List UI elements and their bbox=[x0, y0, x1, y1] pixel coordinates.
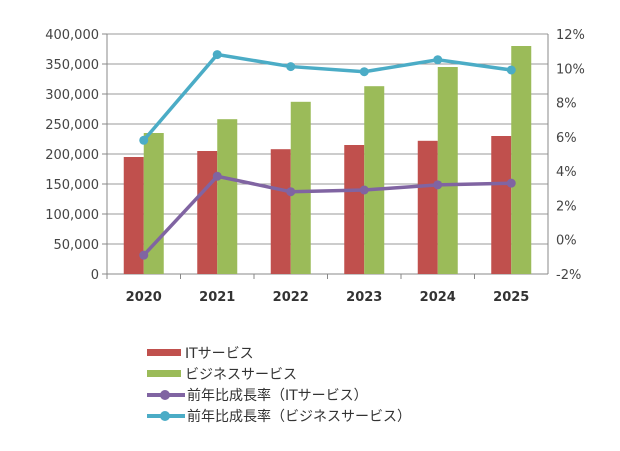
bar bbox=[491, 136, 512, 274]
bar bbox=[197, 151, 218, 274]
left-tick-label: 50,000 bbox=[54, 238, 100, 253]
right-tick-label: 12% bbox=[556, 28, 585, 43]
series-line bbox=[142, 174, 512, 257]
data-point bbox=[212, 171, 222, 181]
legend-item-it-growth: 前年比成長率（ITサービス） bbox=[147, 384, 411, 405]
x-tick-label: 2023 bbox=[346, 290, 382, 305]
right-tick-label: 6% bbox=[556, 131, 577, 146]
left-tick-label: 350,000 bbox=[45, 58, 99, 73]
legend-label: 前年比成長率（ITサービス） bbox=[187, 387, 368, 404]
legend-label: ITサービス bbox=[185, 345, 254, 362]
left-tick-label: 250,000 bbox=[45, 118, 99, 133]
left-tick-label: 150,000 bbox=[45, 178, 99, 193]
data-point bbox=[506, 178, 516, 188]
x-tick-label: 2024 bbox=[420, 290, 456, 305]
x-tick-label: 2025 bbox=[493, 290, 529, 305]
left-tick-label: 400,000 bbox=[45, 28, 99, 43]
bar bbox=[364, 86, 385, 274]
data-point bbox=[139, 135, 149, 145]
right-tick-label: 4% bbox=[556, 165, 577, 180]
data-point bbox=[359, 185, 369, 195]
legend-label: 前年比成長率（ビジネスサービス） bbox=[187, 408, 411, 425]
series-line bbox=[142, 52, 512, 142]
legend-swatch bbox=[147, 349, 181, 356]
left-tick-label: 100,000 bbox=[45, 208, 99, 223]
data-point bbox=[286, 62, 296, 72]
left-tick-label: 200,000 bbox=[45, 148, 99, 163]
legend-item-business-growth: 前年比成長率（ビジネスサービス） bbox=[147, 405, 411, 426]
legend-item-it: ITサービス bbox=[147, 342, 411, 363]
bar bbox=[270, 149, 291, 274]
x-tick-label: 2020 bbox=[126, 290, 162, 305]
x-tick-label: 2021 bbox=[199, 290, 235, 305]
legend-line-marker bbox=[147, 410, 185, 421]
bar bbox=[437, 67, 458, 274]
data-point bbox=[139, 250, 149, 260]
bar bbox=[217, 119, 238, 274]
data-point bbox=[433, 180, 443, 190]
legend: ITサービス ビジネスサービス 前年比成長率（ITサービス） 前年比成長率（ビジ… bbox=[147, 342, 411, 426]
bar bbox=[511, 46, 532, 274]
bar bbox=[123, 157, 144, 274]
right-tick-label: 0% bbox=[556, 234, 577, 249]
data-point bbox=[212, 50, 222, 60]
left-tick-label: 0 bbox=[91, 268, 99, 283]
legend-swatch bbox=[147, 370, 181, 377]
legend-label: ビジネスサービス bbox=[185, 366, 297, 383]
data-point bbox=[286, 187, 296, 197]
right-tick-label: -2% bbox=[556, 268, 581, 283]
data-point bbox=[506, 65, 516, 75]
left-tick-label: 300,000 bbox=[45, 88, 99, 103]
bar bbox=[290, 101, 311, 274]
right-tick-label: 10% bbox=[556, 62, 585, 77]
legend-item-business: ビジネスサービス bbox=[147, 363, 411, 384]
right-tick-label: 2% bbox=[556, 199, 577, 214]
legend-line-marker bbox=[147, 389, 185, 400]
data-point bbox=[433, 55, 443, 65]
data-point bbox=[359, 67, 369, 77]
bar bbox=[344, 145, 365, 274]
right-tick-label: 8% bbox=[556, 97, 577, 112]
x-tick-label: 2022 bbox=[273, 290, 309, 305]
bar bbox=[417, 140, 438, 274]
